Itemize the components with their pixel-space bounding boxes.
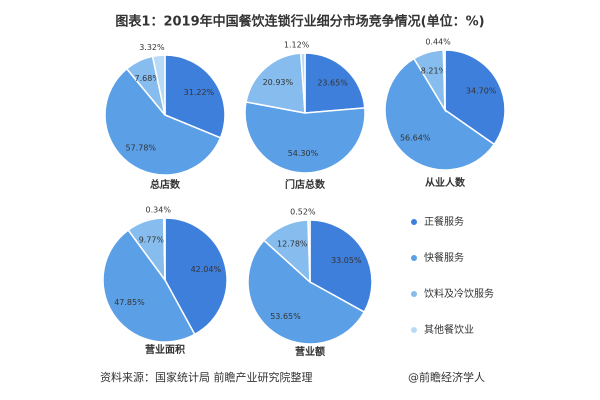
pie-slice [162,217,166,281]
pie-title: 营业额 [295,345,325,358]
pie-slice [102,229,196,343]
value-label: 47.85% [114,298,145,307]
legend-swatch [411,219,417,225]
pie-title: 营业面积 [145,343,185,356]
legend-label: 其他餐饮业 [424,323,474,336]
value-label: 23.65% [317,78,348,87]
pie-slice [164,54,226,139]
legend-swatch [411,327,417,333]
value-label: 0.52% [290,208,316,217]
pie-slice [244,101,366,174]
value-label: 20.93% [263,78,294,87]
value-label: 42.04% [191,265,222,274]
legend-label: 正餐服务 [424,215,464,228]
legend-label: 饮料及冷饮服务 [424,287,494,300]
pie-title: 从业人数 [425,176,466,189]
value-label: 34.70% [466,87,497,96]
value-label: 57.78% [126,143,157,152]
value-label: 1.12% [284,41,310,50]
pie-slice [245,52,306,114]
chart-title: 图表1：2019年中国餐饮连锁行业细分市场竞争情况(单位：%) [115,14,484,30]
value-label: 9.77% [139,236,165,245]
value-label: 31.22% [184,88,215,97]
pie-slice [384,57,496,171]
legend-swatch [411,255,417,261]
source-note: 资料来源：国家统计局 前瞻产业研究院整理 [100,370,313,384]
legend-swatch [411,291,417,297]
value-label: 53.65% [270,312,301,321]
value-label: 12.78% [277,239,308,248]
pie-slice [304,52,366,114]
pie-title: 总店数 [150,178,181,191]
pie-slice [151,54,166,116]
pie-slice [444,49,506,146]
pie-slice [104,67,222,176]
pie-slice [299,52,306,114]
value-label: 3.32% [139,43,165,52]
legend-label: 快餐服务 [424,251,464,264]
pie-slice [442,49,446,111]
pie-slice [309,219,373,314]
pie-slice [164,217,228,336]
value-label: 0.44% [425,38,451,47]
value-label: 54.30% [288,149,319,158]
value-label: 56.64% [400,133,431,142]
value-label: 33.05% [331,256,362,265]
pie-title: 门店总数 [285,178,326,191]
pie-slice [307,219,311,283]
value-label: 8.21% [421,66,447,75]
value-label: 0.34% [146,206,172,215]
value-label: 7.68% [135,74,161,83]
credit: @前瞻经济学人 [408,370,485,384]
pie-slice [247,239,366,345]
